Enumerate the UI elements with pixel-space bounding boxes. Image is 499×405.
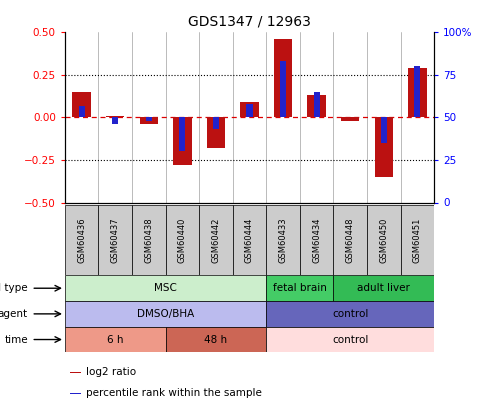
Bar (65, 301, 266, 327)
Bar (106, 116, 124, 117)
Bar (408, 68, 427, 117)
Bar (240, 102, 258, 117)
Bar (280, 61, 286, 117)
Bar (65, 275, 266, 301)
Bar (274, 39, 292, 117)
Title: GDS1347 / 12963: GDS1347 / 12963 (188, 15, 311, 28)
Bar (341, 117, 359, 121)
Text: control: control (332, 335, 368, 345)
Text: GSM60448: GSM60448 (346, 217, 355, 263)
Bar (213, 117, 219, 129)
Bar (266, 301, 434, 327)
Bar (401, 205, 434, 275)
Bar (112, 117, 118, 124)
Bar (166, 205, 199, 275)
Bar (381, 117, 387, 143)
Bar (179, 117, 186, 151)
Bar (166, 327, 266, 352)
Text: 48 h: 48 h (205, 335, 228, 345)
Text: DMSO/BHA: DMSO/BHA (137, 309, 194, 319)
Text: fetal brain: fetal brain (273, 283, 327, 293)
Text: GSM60433: GSM60433 (278, 217, 287, 263)
Bar (300, 205, 333, 275)
Text: GSM60437: GSM60437 (111, 217, 120, 263)
Bar (266, 205, 300, 275)
Bar (247, 104, 252, 117)
Text: agent: agent (0, 309, 28, 319)
Text: GSM60434: GSM60434 (312, 217, 321, 263)
Text: time: time (4, 335, 28, 345)
Bar (173, 117, 192, 165)
Bar (132, 205, 166, 275)
Bar (233, 205, 266, 275)
Text: adult liver: adult liver (357, 283, 410, 293)
Text: control: control (332, 309, 368, 319)
Bar (72, 92, 91, 117)
Text: GSM60438: GSM60438 (144, 217, 153, 263)
Bar (333, 275, 434, 301)
Text: GSM60450: GSM60450 (379, 217, 388, 263)
Bar (70, 393, 81, 394)
Text: MSC: MSC (154, 283, 177, 293)
Bar (98, 205, 132, 275)
Bar (70, 372, 81, 373)
Bar (199, 205, 233, 275)
Text: GSM60451: GSM60451 (413, 217, 422, 263)
Bar (65, 327, 166, 352)
Bar (207, 117, 225, 148)
Bar (414, 66, 420, 117)
Text: GSM60442: GSM60442 (212, 217, 221, 263)
Text: GSM60440: GSM60440 (178, 217, 187, 263)
Bar (333, 205, 367, 275)
Bar (367, 205, 401, 275)
Bar (146, 117, 152, 121)
Text: GSM60444: GSM60444 (245, 217, 254, 263)
Bar (266, 327, 434, 352)
Text: log2 ratio: log2 ratio (86, 367, 136, 377)
Bar (140, 117, 158, 124)
Text: GSM60436: GSM60436 (77, 217, 86, 263)
Bar (79, 106, 85, 117)
Text: percentile rank within the sample: percentile rank within the sample (86, 388, 261, 399)
Text: 6 h: 6 h (107, 335, 123, 345)
Bar (65, 205, 98, 275)
Text: cell type: cell type (0, 283, 28, 293)
Bar (375, 117, 393, 177)
Bar (313, 92, 320, 117)
Bar (307, 95, 326, 117)
Bar (266, 275, 333, 301)
